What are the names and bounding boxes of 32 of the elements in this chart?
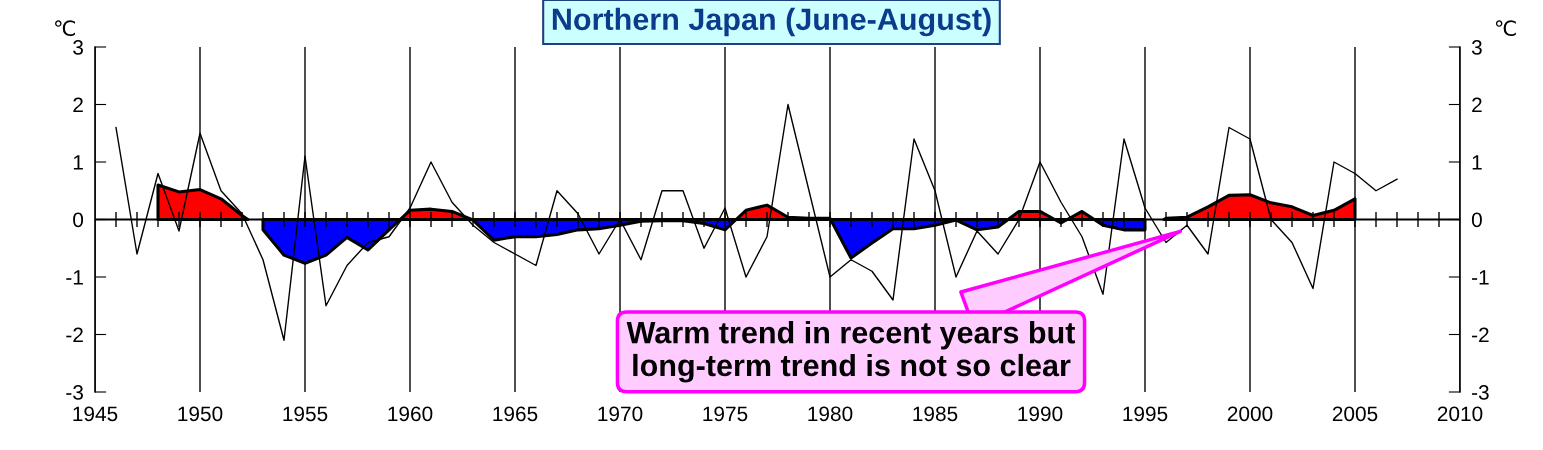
y2-tick-label: -3 <box>1472 385 1489 400</box>
y2-tick-label: 2 <box>1472 97 1482 113</box>
x-tick-label: 1965 <box>493 406 538 422</box>
y-tick-label: 2 <box>73 97 83 113</box>
x-tick-label: 2010 <box>1437 406 1483 422</box>
y-tick-label: -3 <box>66 385 83 400</box>
x-tick-label: 1960 <box>388 406 433 422</box>
y2-tick-label: -2 <box>1472 327 1489 343</box>
y-tick-label: -2 <box>66 327 83 343</box>
y2-axis-title: ℃ <box>1495 20 1516 37</box>
annotation: Warm trend in recent years but long-term trend is not so clear <box>626 320 1076 383</box>
x-tick-label: 1995 <box>1123 406 1168 422</box>
y2-tick-label: 0 <box>1471 212 1482 228</box>
y-tick-label: 3 <box>73 40 83 55</box>
x-tick-label: 1970 <box>598 406 643 422</box>
x-tick-label: 1955 <box>283 406 328 422</box>
y-tick-label: 0 <box>73 212 84 228</box>
x-tick-label: 1980 <box>808 406 853 422</box>
y2-tick-label: 3 <box>1471 40 1482 55</box>
y-tick-label: -1 <box>66 270 83 285</box>
chart-title: Northern Japan (June-August) <box>552 7 991 37</box>
x-tick-label: 1975 <box>703 406 748 422</box>
y2-tick-label: 1 <box>1472 155 1482 170</box>
x-tick-label: 1985 <box>913 406 958 422</box>
x-tick-label: 1945 <box>73 406 118 422</box>
x-tick-label: 2005 <box>1332 406 1378 422</box>
y-tick-label: 1 <box>73 155 83 170</box>
x-tick-label: 2000 <box>1227 406 1273 422</box>
x-tick-label: 1990 <box>1018 406 1063 422</box>
y2-tick-label: -1 <box>1472 270 1489 285</box>
y-axis-title: ℃ <box>55 20 76 37</box>
x-tick-label: 1950 <box>178 406 223 422</box>
